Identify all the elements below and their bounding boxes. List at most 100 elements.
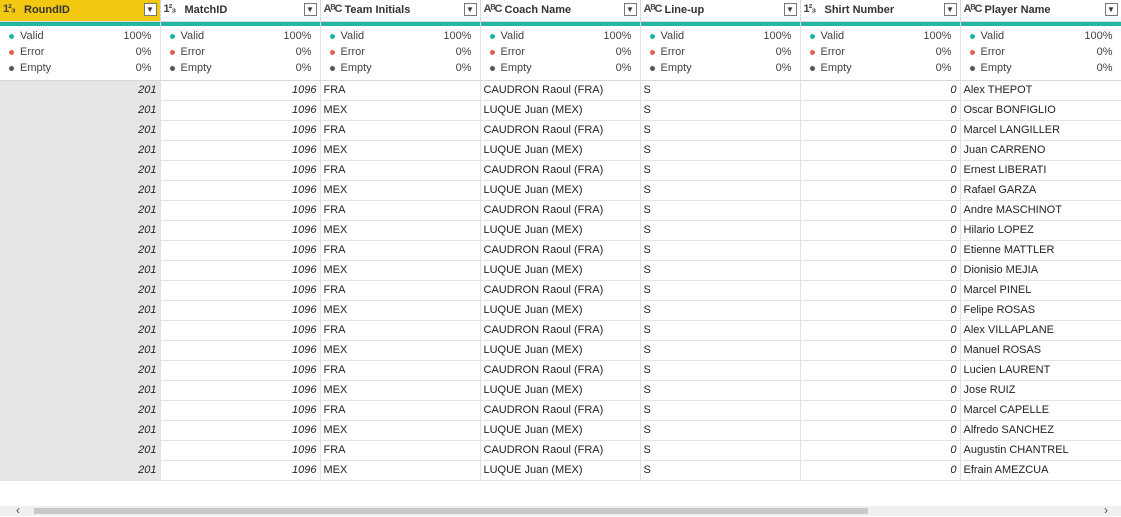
- table-cell[interactable]: 0: [800, 220, 961, 241]
- table-cell[interactable]: 1096: [160, 160, 321, 181]
- table-cell[interactable]: 1096: [160, 240, 321, 261]
- table-cell[interactable]: S: [640, 160, 801, 181]
- table-cell[interactable]: 201: [0, 280, 161, 301]
- table-cell[interactable]: MEX: [320, 140, 481, 161]
- table-cell[interactable]: FRA: [320, 400, 481, 421]
- table-cell[interactable]: 201: [0, 340, 161, 361]
- table-cell[interactable]: 0: [800, 160, 961, 181]
- dropdown-icon[interactable]: ▼: [303, 3, 317, 16]
- table-cell[interactable]: 0: [800, 320, 961, 341]
- table-cell[interactable]: 201: [0, 360, 161, 381]
- table-cell[interactable]: LUQUE Juan (MEX): [480, 260, 641, 281]
- table-cell[interactable]: S: [640, 400, 801, 421]
- table-cell[interactable]: Juan CARRENO: [960, 140, 1121, 161]
- table-cell[interactable]: CAUDRON Raoul (FRA): [480, 360, 641, 381]
- column-header[interactable]: 1²₃ MatchID ▼: [160, 0, 321, 22]
- table-cell[interactable]: 201: [0, 420, 161, 441]
- table-cell[interactable]: LUQUE Juan (MEX): [480, 460, 641, 481]
- table-cell[interactable]: Rafael GARZA: [960, 180, 1121, 201]
- table-cell[interactable]: FRA: [320, 160, 481, 181]
- table-cell[interactable]: FRA: [320, 320, 481, 341]
- table-cell[interactable]: Andre MASCHINOT: [960, 200, 1121, 221]
- table-cell[interactable]: S: [640, 80, 801, 101]
- table-cell[interactable]: FRA: [320, 240, 481, 261]
- table-cell[interactable]: S: [640, 440, 801, 461]
- table-cell[interactable]: S: [640, 120, 801, 141]
- table-cell[interactable]: 201: [0, 80, 161, 101]
- table-cell[interactable]: 201: [0, 240, 161, 261]
- table-cell[interactable]: MEX: [320, 220, 481, 241]
- column-header[interactable]: AᴮC Team Initials ▼: [320, 0, 481, 22]
- table-cell[interactable]: 0: [800, 280, 961, 301]
- scroll-right-icon[interactable]: ›: [1104, 503, 1108, 517]
- table-cell[interactable]: 201: [0, 380, 161, 401]
- table-cell[interactable]: CAUDRON Raoul (FRA): [480, 240, 641, 261]
- table-cell[interactable]: 201: [0, 300, 161, 321]
- table-cell[interactable]: S: [640, 420, 801, 441]
- table-cell[interactable]: 0: [800, 180, 961, 201]
- table-cell[interactable]: S: [640, 180, 801, 201]
- table-cell[interactable]: 0: [800, 400, 961, 421]
- table-cell[interactable]: 0: [800, 200, 961, 221]
- scroll-left-icon[interactable]: ‹: [16, 503, 20, 517]
- table-cell[interactable]: LUQUE Juan (MEX): [480, 180, 641, 201]
- table-cell[interactable]: S: [640, 240, 801, 261]
- table-cell[interactable]: LUQUE Juan (MEX): [480, 420, 641, 441]
- table-cell[interactable]: 201: [0, 100, 161, 121]
- table-cell[interactable]: 1096: [160, 200, 321, 221]
- table-cell[interactable]: 201: [0, 180, 161, 201]
- table-cell[interactable]: Alex THEPOT: [960, 80, 1121, 101]
- table-cell[interactable]: 1096: [160, 220, 321, 241]
- table-cell[interactable]: MEX: [320, 300, 481, 321]
- table-cell[interactable]: CAUDRON Raoul (FRA): [480, 160, 641, 181]
- table-cell[interactable]: 201: [0, 260, 161, 281]
- table-cell[interactable]: 1096: [160, 140, 321, 161]
- table-cell[interactable]: 201: [0, 400, 161, 421]
- table-cell[interactable]: S: [640, 140, 801, 161]
- table-cell[interactable]: 0: [800, 140, 961, 161]
- table-cell[interactable]: 201: [0, 460, 161, 481]
- table-cell[interactable]: 1096: [160, 340, 321, 361]
- table-cell[interactable]: 201: [0, 140, 161, 161]
- table-cell[interactable]: 0: [800, 420, 961, 441]
- table-cell[interactable]: S: [640, 100, 801, 121]
- table-cell[interactable]: Ernest LIBERATI: [960, 160, 1121, 181]
- table-cell[interactable]: Lucien LAURENT: [960, 360, 1121, 381]
- dropdown-icon[interactable]: ▼: [623, 3, 637, 16]
- table-cell[interactable]: Felipe ROSAS: [960, 300, 1121, 321]
- table-cell[interactable]: 1096: [160, 360, 321, 381]
- table-cell[interactable]: MEX: [320, 340, 481, 361]
- column-header[interactable]: AᴮC Player Name ▼: [960, 0, 1121, 22]
- table-cell[interactable]: Jose RUIZ: [960, 380, 1121, 401]
- table-cell[interactable]: FRA: [320, 360, 481, 381]
- table-cell[interactable]: 0: [800, 240, 961, 261]
- table-cell[interactable]: S: [640, 300, 801, 321]
- table-cell[interactable]: 0: [800, 100, 961, 121]
- scrollbar-thumb[interactable]: [34, 508, 868, 514]
- table-cell[interactable]: CAUDRON Raoul (FRA): [480, 320, 641, 341]
- horizontal-scrollbar[interactable]: ‹ ›: [0, 503, 1121, 517]
- table-cell[interactable]: Alfredo SANCHEZ: [960, 420, 1121, 441]
- table-cell[interactable]: 1096: [160, 280, 321, 301]
- table-cell[interactable]: 0: [800, 380, 961, 401]
- table-cell[interactable]: FRA: [320, 440, 481, 461]
- table-cell[interactable]: CAUDRON Raoul (FRA): [480, 280, 641, 301]
- table-cell[interactable]: 1096: [160, 80, 321, 101]
- table-cell[interactable]: 0: [800, 360, 961, 381]
- table-cell[interactable]: Marcel CAPELLE: [960, 400, 1121, 421]
- table-cell[interactable]: 201: [0, 220, 161, 241]
- table-cell[interactable]: MEX: [320, 180, 481, 201]
- table-cell[interactable]: Efrain AMEZCUA: [960, 460, 1121, 481]
- table-cell[interactable]: 0: [800, 440, 961, 461]
- table-cell[interactable]: 1096: [160, 100, 321, 121]
- table-cell[interactable]: CAUDRON Raoul (FRA): [480, 120, 641, 141]
- table-cell[interactable]: FRA: [320, 200, 481, 221]
- table-cell[interactable]: S: [640, 200, 801, 221]
- table-cell[interactable]: 1096: [160, 380, 321, 401]
- table-cell[interactable]: S: [640, 360, 801, 381]
- table-cell[interactable]: CAUDRON Raoul (FRA): [480, 200, 641, 221]
- table-cell[interactable]: 201: [0, 160, 161, 181]
- table-cell[interactable]: MEX: [320, 380, 481, 401]
- table-cell[interactable]: FRA: [320, 120, 481, 141]
- table-cell[interactable]: Etienne MATTLER: [960, 240, 1121, 261]
